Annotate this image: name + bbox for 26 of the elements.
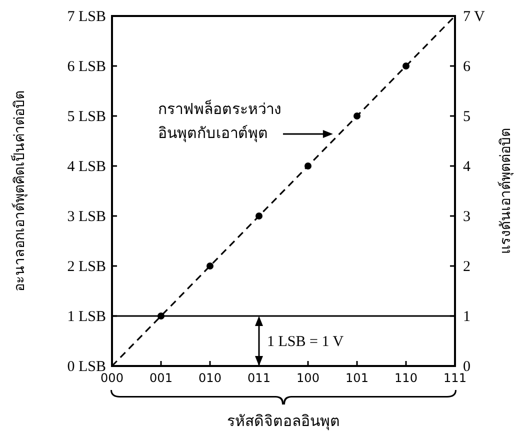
y2-axis-title: แรงดันเอาต์พุตต่อบิต: [497, 128, 514, 254]
x-tick-label: 110: [394, 371, 418, 385]
y-tick-label: 7 LSB: [67, 9, 106, 25]
x-tick-label: 011: [248, 371, 270, 385]
x-tick-label: 101: [346, 371, 368, 385]
y-tick-label: 3 LSB: [67, 209, 106, 225]
annotation: กราฟพล็อตระหว่าง อินพุตกับเอาต์พุต: [158, 99, 281, 143]
y2-tick-label: 1: [463, 309, 470, 325]
y-tick-label: 2 LSB: [67, 259, 106, 275]
y2-tick-label: 7 V: [463, 9, 485, 25]
y-tick-label: 1 LSB: [67, 309, 106, 325]
y-axis-title: อะนาลอกเอาต์พุตคิดเป็นค่าต่อบิต: [10, 90, 28, 292]
x-axis-title: รหัสดิจิตอลอินพุต: [227, 412, 340, 431]
x-tick-label: 010: [198, 371, 222, 385]
y2-tick-label: 6: [463, 59, 471, 75]
y2-tick-label: 2: [463, 259, 470, 275]
x-tick-label: 100: [296, 371, 320, 385]
y-tick-label: 5 LSB: [67, 109, 106, 125]
x-tick-label: 000: [100, 371, 124, 385]
y-tick-label: 4 LSB: [67, 159, 106, 175]
x-tick-label: 001: [150, 371, 172, 385]
annotation: 1 LSB = 1 V: [267, 334, 344, 350]
y-tick-label: 6 LSB: [67, 59, 106, 75]
y2-tick-label: 3: [463, 209, 470, 225]
y2-tick-label: 4: [463, 159, 471, 175]
y2-tick-label: 5: [463, 109, 470, 125]
